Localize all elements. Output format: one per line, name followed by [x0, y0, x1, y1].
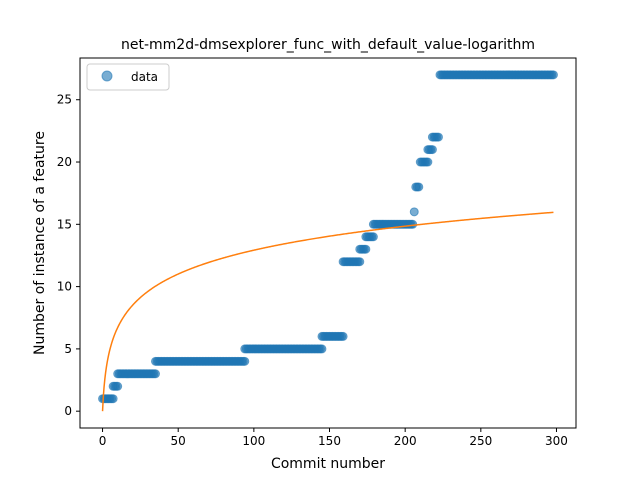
- data-point: [108, 394, 118, 404]
- data-point: [433, 132, 443, 142]
- plot-marks: [98, 70, 558, 412]
- data-point: [240, 356, 250, 366]
- x-tick-label: 0: [99, 434, 107, 448]
- data-point: [355, 257, 365, 267]
- x-tick-label: 250: [469, 434, 492, 448]
- chart-title: net-mm2d-dmsexplorer_func_with_default_v…: [121, 37, 535, 53]
- y-tick-label: 5: [64, 342, 72, 356]
- data-point: [338, 331, 348, 341]
- x-tick-label: 300: [545, 434, 568, 448]
- data-point: [423, 157, 433, 167]
- data-point: [317, 344, 327, 354]
- x-tick-label: 50: [171, 434, 186, 448]
- y-tick-label: 25: [57, 93, 72, 107]
- y-tick-label: 0: [64, 404, 72, 418]
- x-tick-label: 150: [318, 434, 341, 448]
- fit-line: [101, 211, 554, 412]
- legend-box: [86, 63, 170, 91]
- y-tick-label: 20: [57, 155, 72, 169]
- data-point: [548, 70, 558, 80]
- data-point: [409, 207, 419, 217]
- legend-marker-data: [101, 70, 113, 82]
- x-axis-label: Commit number: [271, 456, 385, 472]
- y-axis-ticks: 0 5 10 15 20 25: [57, 93, 80, 418]
- data-point: [361, 244, 371, 254]
- data-point: [113, 381, 123, 391]
- data-point: [414, 182, 424, 192]
- axes-frame: [79, 57, 577, 429]
- legend-label-data: data: [131, 70, 158, 84]
- data-point: [368, 232, 378, 242]
- data-point: [427, 145, 437, 155]
- data-point: [151, 369, 160, 379]
- y-axis-label: Number of instance of a feature: [32, 131, 48, 355]
- y-tick-label: 15: [57, 217, 72, 231]
- x-tick-label: 200: [394, 434, 417, 448]
- x-tick-label: 100: [242, 434, 265, 448]
- y-tick-label: 10: [57, 280, 72, 294]
- legend: data: [86, 63, 170, 91]
- x-axis-ticks: 0 50 100 150 200 250 300: [99, 428, 568, 448]
